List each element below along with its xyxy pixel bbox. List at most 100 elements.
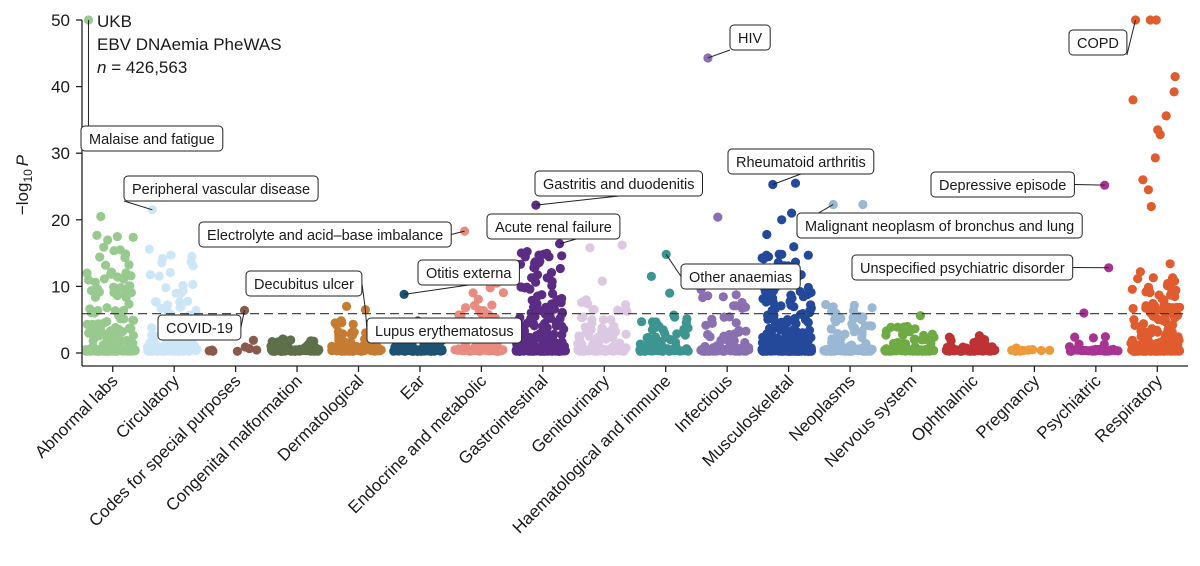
data-point	[654, 344, 664, 354]
annotation-box	[366, 317, 523, 344]
data-point	[965, 346, 975, 356]
annotation-leader	[240, 310, 245, 328]
data-point	[252, 345, 262, 355]
data-point	[89, 308, 100, 318]
data-point	[645, 345, 655, 355]
category-points	[81, 15, 140, 356]
data-point	[757, 253, 767, 263]
data-point	[485, 283, 495, 293]
category-points	[511, 200, 571, 356]
annotation-box	[123, 175, 319, 202]
data-point	[115, 245, 125, 255]
data-point	[1172, 302, 1182, 312]
data-point	[668, 345, 679, 355]
annotation-leader	[707, 49, 731, 59]
data-point	[487, 300, 497, 310]
data-point	[1070, 332, 1080, 342]
annotation-box	[796, 212, 1083, 239]
data-point	[910, 334, 920, 344]
data-point	[101, 260, 111, 270]
annotation: Other anaemias	[665, 254, 801, 290]
data-point	[609, 321, 619, 332]
data-point	[731, 301, 741, 311]
data-point	[96, 345, 106, 355]
data-point	[836, 333, 846, 344]
data-point	[90, 292, 100, 302]
data-point	[522, 282, 532, 292]
annotation-box	[729, 24, 771, 51]
data-point	[670, 312, 680, 322]
data-point	[126, 324, 136, 334]
data-point	[546, 268, 557, 278]
data-point	[1127, 335, 1137, 345]
data-point	[789, 242, 799, 252]
data-point	[161, 283, 171, 293]
data-point	[1173, 310, 1183, 320]
data-point	[555, 314, 565, 324]
highlight-point	[787, 208, 797, 218]
data-point	[541, 302, 551, 312]
data-point	[698, 292, 708, 303]
data-point	[367, 345, 377, 355]
data-point	[978, 346, 988, 356]
highlight-point	[777, 215, 787, 225]
highlight-point	[915, 311, 926, 321]
data-point	[880, 345, 890, 355]
highlight-point	[460, 226, 470, 236]
data-point	[232, 346, 242, 356]
highlight-point	[1079, 308, 1089, 318]
data-point	[1081, 345, 1091, 356]
data-point	[795, 287, 805, 297]
annotation-box	[486, 213, 621, 240]
annotation-box	[680, 263, 801, 290]
info-line-cohort: UKB	[97, 12, 132, 31]
data-point	[784, 344, 794, 355]
data-point	[454, 310, 464, 320]
data-point	[849, 300, 859, 310]
data-point	[578, 312, 588, 322]
data-point	[145, 270, 155, 280]
data-point	[598, 315, 609, 325]
data-point	[560, 345, 570, 356]
data-point	[806, 303, 816, 313]
data-point	[724, 312, 735, 322]
annotation-label: Malignant neoplasm of bronchus and lung	[805, 219, 1074, 235]
annotation-label: Lupus erythematosus	[375, 324, 514, 340]
data-point	[147, 323, 157, 333]
data-point	[188, 279, 198, 290]
ylabel-variable: P	[13, 154, 32, 166]
highlight-point	[96, 211, 106, 222]
annotation-box	[198, 221, 452, 248]
highlight-point	[187, 251, 197, 261]
data-point	[778, 320, 789, 330]
data-point	[534, 345, 544, 355]
annotation: HIV	[707, 24, 771, 59]
data-point	[944, 346, 955, 356]
data-point	[147, 345, 157, 355]
annotation: Electrolyte and acid–base imbalance	[198, 221, 465, 248]
highlight-point	[1155, 130, 1165, 140]
data-point	[175, 297, 185, 307]
data-point	[158, 253, 168, 264]
x-category-label: Respiratory	[1091, 371, 1166, 446]
annotation: Gastritis and duodenitis	[534, 170, 703, 206]
data-point	[335, 345, 345, 356]
category-points	[573, 240, 632, 356]
data-point	[540, 323, 550, 333]
y-tick-label: 50	[51, 11, 70, 30]
data-point	[286, 335, 296, 345]
data-point	[459, 345, 469, 355]
annotation-leader	[404, 284, 469, 295]
data-point	[831, 317, 841, 327]
highlight-point	[342, 301, 352, 311]
data-point	[183, 296, 193, 306]
annotation-label: Electrolyte and acid–base imbalance	[207, 228, 443, 244]
data-point	[530, 258, 540, 268]
data-point	[112, 232, 122, 242]
data-point	[1153, 314, 1163, 325]
highlight-point	[399, 289, 409, 299]
data-point	[99, 274, 109, 284]
annotation: Malaise and fatigue	[80, 20, 224, 152]
data-point	[106, 269, 116, 279]
annotation-label: Decubitus ulcer	[254, 277, 354, 293]
